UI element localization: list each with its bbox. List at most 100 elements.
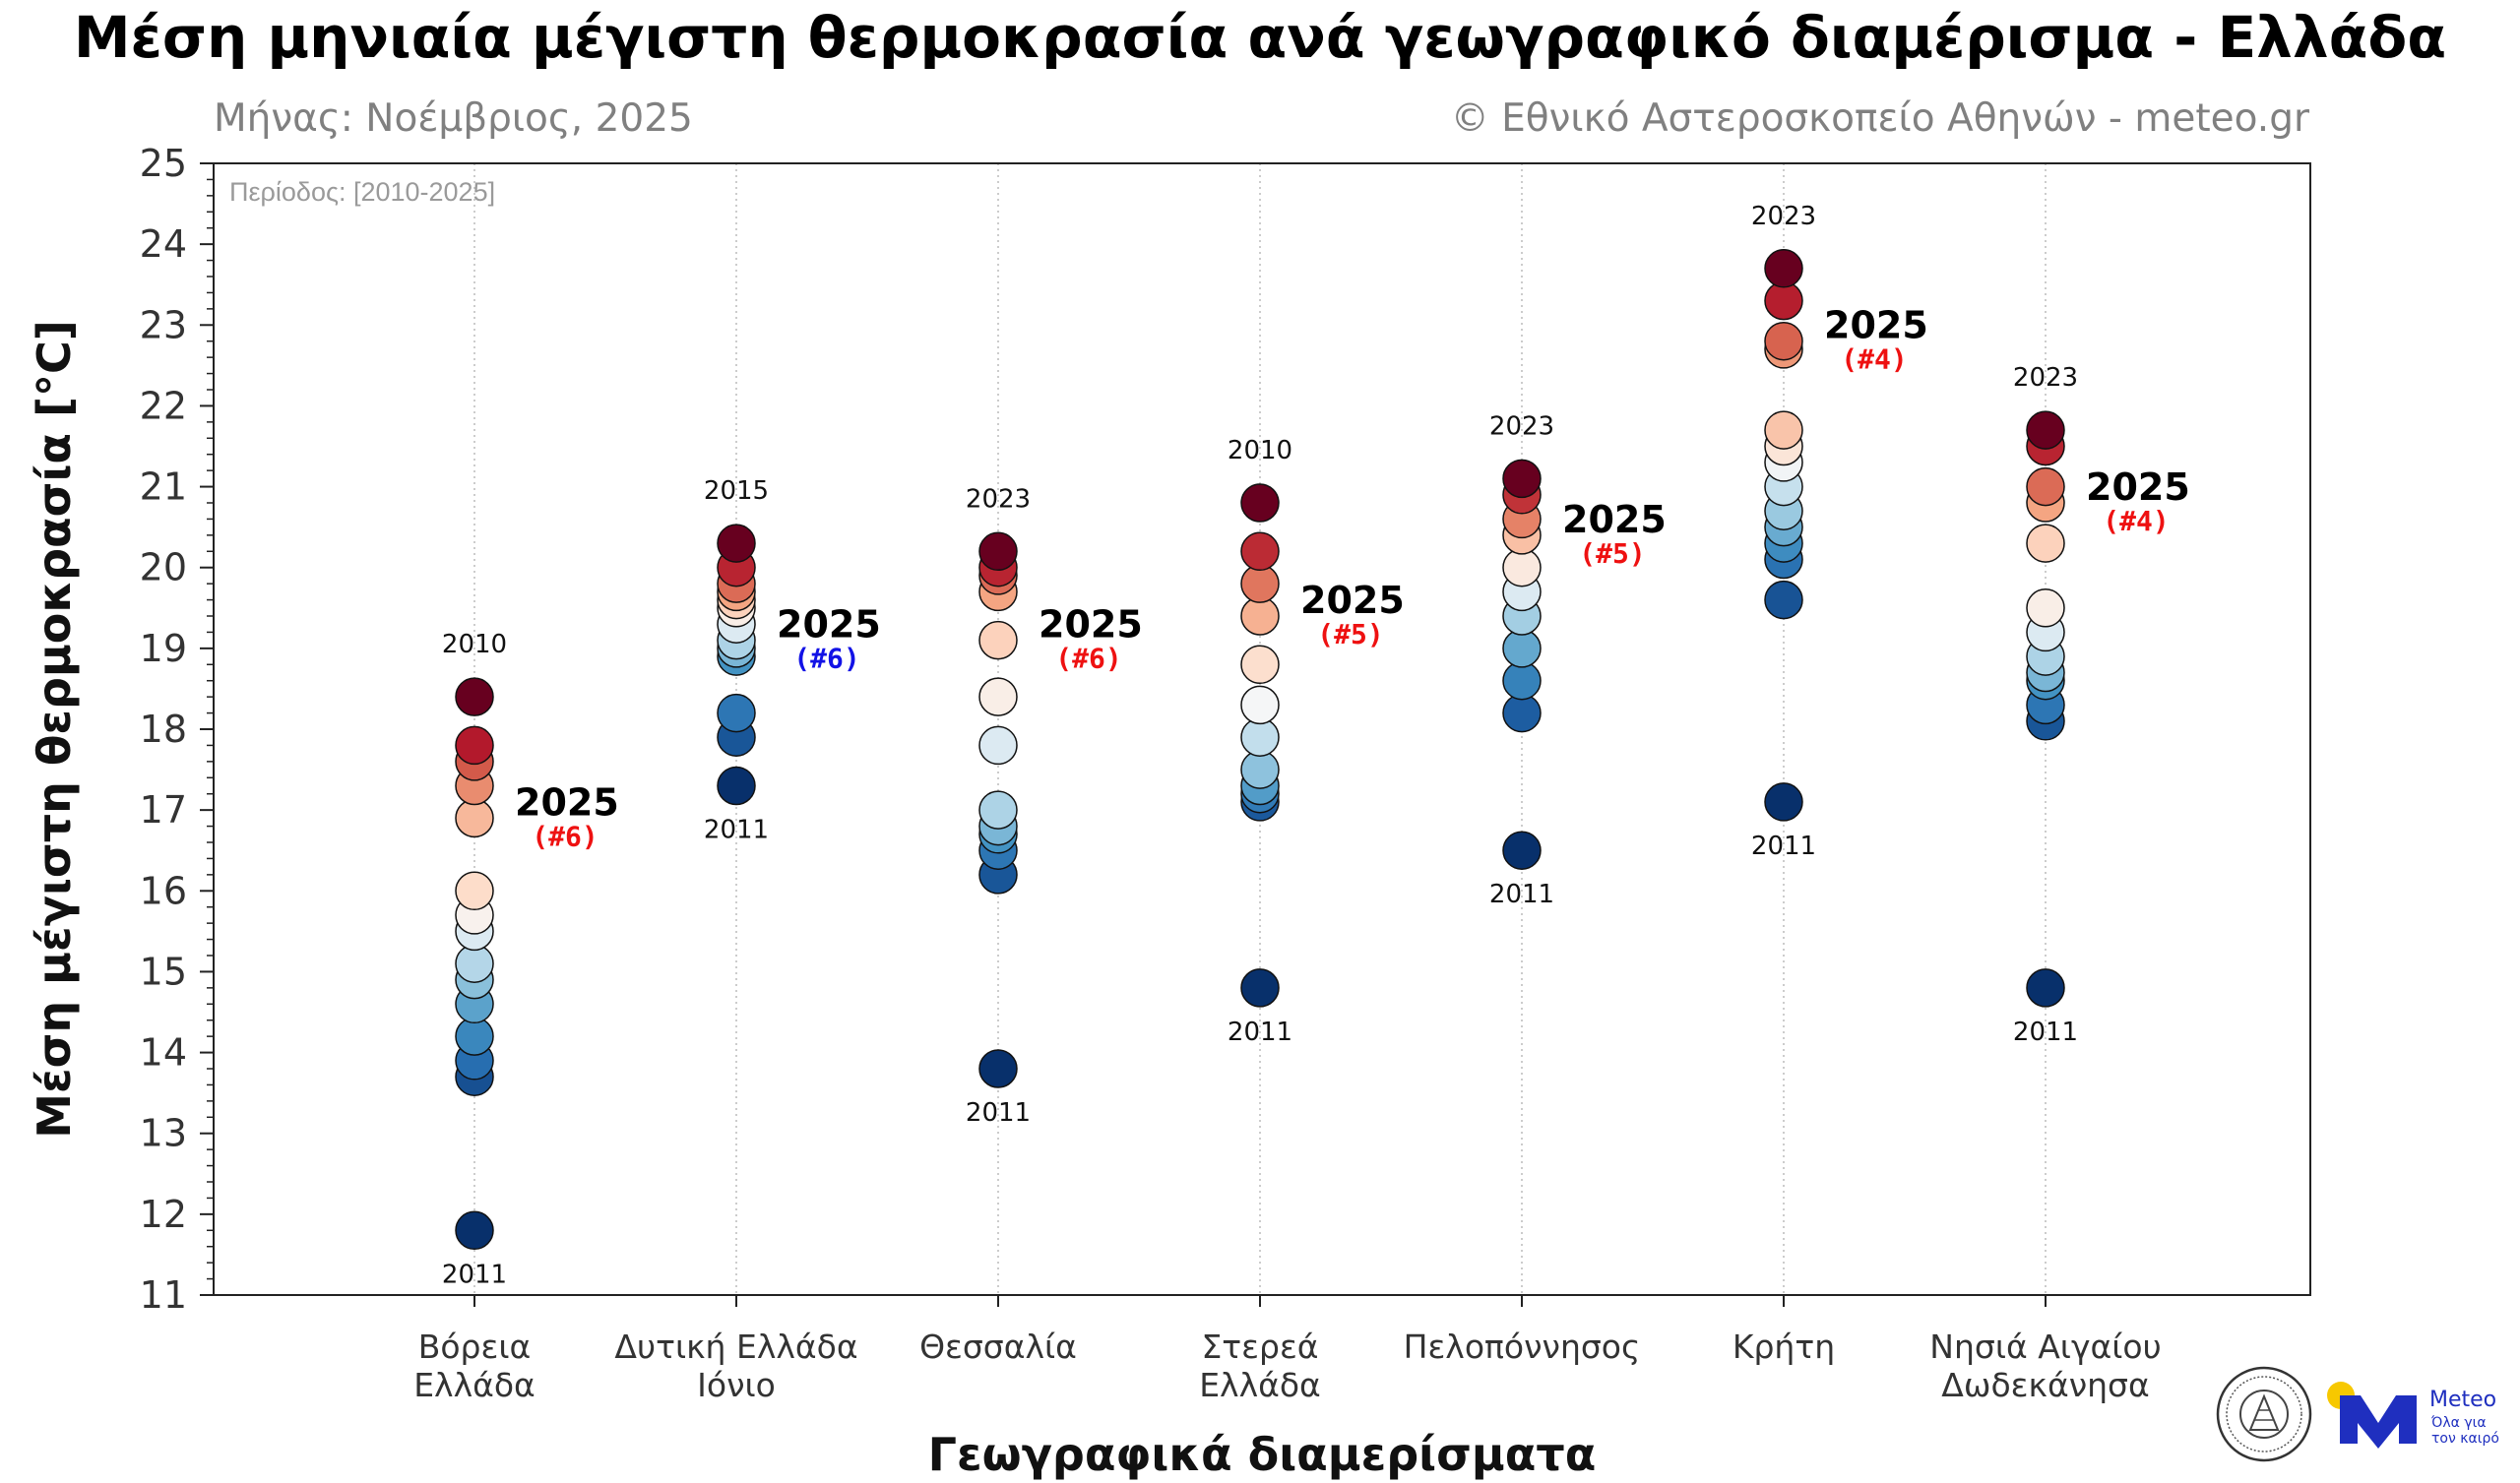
x-category-label: Πελοπόννησος bbox=[1404, 1328, 1641, 1366]
y-tick-label: 15 bbox=[140, 950, 187, 993]
data-point bbox=[978, 790, 1018, 830]
min-year-label: 2011 bbox=[442, 1260, 507, 1289]
data-point bbox=[2026, 524, 2065, 563]
data-point bbox=[1240, 483, 1280, 523]
max-year-label: 2023 bbox=[966, 484, 1031, 514]
y-axis: 11 12 13 14 15 16 17 18 19 20 21 22 23 24 25 bbox=[140, 142, 214, 1317]
current-year-label: 2025 bbox=[1562, 498, 1667, 541]
data-point bbox=[455, 725, 494, 766]
y-axis-title: Μέση μέγιστη θερμοκρασία [°C] bbox=[28, 320, 81, 1139]
max-year-label: 2015 bbox=[704, 476, 769, 506]
current-rank-label: (#4) bbox=[1841, 343, 1907, 376]
min-year-label: 2011 bbox=[1751, 832, 1816, 861]
data-point bbox=[978, 620, 1018, 660]
current-rank-label: (#6) bbox=[793, 643, 859, 675]
data-point bbox=[1764, 782, 1803, 822]
points-layer bbox=[455, 249, 2065, 1251]
meteo-logo-name: Meteo bbox=[2429, 1388, 2496, 1412]
data-point bbox=[2026, 410, 2065, 450]
max-year-label: 2023 bbox=[2013, 363, 2078, 393]
y-tick-label: 25 bbox=[140, 142, 187, 185]
data-point bbox=[717, 693, 756, 733]
data-point bbox=[978, 1049, 1018, 1088]
data-point bbox=[717, 766, 756, 806]
current-year-label: 2025 bbox=[1039, 603, 1143, 647]
y-tick-label: 20 bbox=[140, 546, 187, 589]
x-category-label: Στερεά bbox=[1201, 1328, 1318, 1366]
data-point bbox=[1502, 459, 1542, 499]
current-year-label: 2025 bbox=[1300, 579, 1405, 622]
y-tick-label: 16 bbox=[140, 869, 187, 912]
min-year-label: 2011 bbox=[704, 816, 769, 845]
x-category-label: Κρήτη bbox=[1732, 1328, 1835, 1366]
current-year-label: 2025 bbox=[2086, 465, 2190, 509]
period-note: Περίοδος: [2010-2025] bbox=[229, 177, 495, 207]
x-category-label: Βόρεια bbox=[418, 1328, 532, 1366]
max-year-label: 2023 bbox=[1489, 411, 1554, 441]
y-tick-label: 18 bbox=[140, 708, 187, 751]
y-tick-label: 12 bbox=[140, 1193, 187, 1236]
data-point bbox=[978, 531, 1018, 572]
data-point bbox=[2026, 588, 2065, 628]
x-category-label: Δυτική Ελλάδα bbox=[614, 1328, 857, 1366]
min-year-label: 2011 bbox=[1489, 880, 1554, 909]
x-category-label: Νησιά Αιγαίου bbox=[1929, 1328, 2161, 1366]
y-tick-label: 14 bbox=[140, 1031, 187, 1075]
y-tick-label: 23 bbox=[140, 303, 187, 346]
max-year-label: 2010 bbox=[442, 630, 507, 659]
current-year-label: 2025 bbox=[777, 603, 881, 647]
data-point bbox=[1240, 645, 1280, 685]
x-axis-title: Γεωγραφικά διαμερίσματα bbox=[928, 1428, 1597, 1481]
copyright-subtitle: © Εθνικό Αστεροσκοπείο Αθηνών - meteo.gr bbox=[1450, 96, 2309, 141]
data-point bbox=[978, 677, 1018, 716]
x-category-label: Δωδεκάνησα bbox=[1941, 1366, 2149, 1404]
meteo-logo-tagline-2: τον καιρό bbox=[2431, 1431, 2499, 1447]
data-point bbox=[1764, 410, 1803, 450]
data-point bbox=[1240, 531, 1280, 572]
max-year-label: 2010 bbox=[1228, 436, 1292, 465]
y-tick-label: 21 bbox=[140, 465, 187, 509]
data-point bbox=[2026, 466, 2065, 507]
y-tick-label: 19 bbox=[140, 627, 187, 670]
current-year-label: 2025 bbox=[1824, 304, 1928, 347]
current-rank-label: (#6) bbox=[1055, 643, 1121, 675]
labels-layer: 201020112025(#6)201520112025(#6)20232011… bbox=[442, 202, 2190, 1290]
min-year-label: 2011 bbox=[1228, 1018, 1292, 1047]
meteo-logo-tagline-1: Όλα για bbox=[2430, 1415, 2487, 1431]
data-point bbox=[2026, 968, 2065, 1008]
current-year-label: 2025 bbox=[515, 780, 619, 824]
x-category-label: Θεσσαλία bbox=[919, 1328, 1077, 1366]
current-rank-label: (#6) bbox=[532, 820, 598, 852]
data-point bbox=[1764, 321, 1803, 361]
current-rank-label: (#5) bbox=[1579, 537, 1645, 570]
meteo-m-icon bbox=[2340, 1395, 2417, 1449]
x-category-label: Ελλάδα bbox=[1199, 1366, 1321, 1404]
data-point bbox=[1240, 968, 1280, 1008]
meteo-logo: Meteo Όλα για τον καιρό bbox=[2327, 1382, 2499, 1449]
data-point bbox=[1764, 249, 1803, 288]
data-point bbox=[1240, 685, 1280, 725]
month-subtitle: Μήνας: Νοέμβριος, 2025 bbox=[214, 96, 693, 141]
min-year-label: 2011 bbox=[966, 1098, 1031, 1128]
max-year-label: 2023 bbox=[1751, 202, 1816, 231]
data-point bbox=[978, 725, 1018, 766]
data-point bbox=[455, 1210, 494, 1251]
data-point bbox=[1502, 831, 1542, 870]
chart-title: Μέση μηνιαία μέγιστη θερμοκρασία ανά γεω… bbox=[73, 4, 2447, 71]
noa-seal-icon bbox=[2216, 1366, 2312, 1462]
x-category-label: Ελλάδα bbox=[413, 1366, 536, 1404]
data-point bbox=[1764, 580, 1803, 620]
y-tick-label: 13 bbox=[140, 1112, 187, 1155]
current-rank-label: (#4) bbox=[2103, 505, 2169, 537]
y-tick-label: 11 bbox=[140, 1273, 187, 1317]
data-point bbox=[455, 677, 494, 716]
x-category-label: Ιόνιο bbox=[697, 1366, 776, 1404]
y-tick-label: 24 bbox=[140, 222, 187, 266]
min-year-label: 2011 bbox=[2013, 1018, 2078, 1047]
y-tick-label: 17 bbox=[140, 788, 187, 832]
y-tick-label: 22 bbox=[140, 384, 187, 427]
data-point bbox=[717, 524, 756, 563]
data-point bbox=[455, 871, 494, 911]
